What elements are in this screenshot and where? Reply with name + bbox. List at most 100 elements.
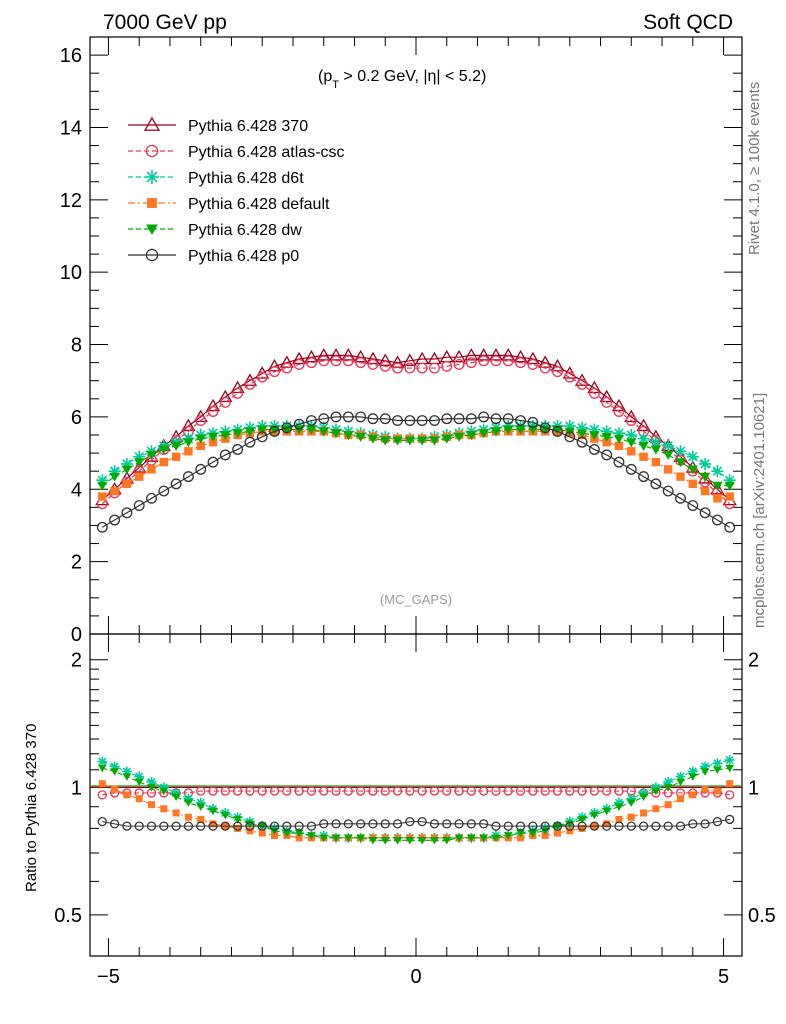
data-point xyxy=(343,431,354,441)
data-point xyxy=(183,438,194,448)
y-tick-label: 0 xyxy=(71,624,82,646)
data-point xyxy=(650,478,662,490)
data-point xyxy=(368,819,378,829)
data-point xyxy=(306,425,317,435)
ratio-series-pythia-6-428-default xyxy=(98,780,734,842)
data-point xyxy=(602,807,611,816)
data-point xyxy=(688,819,698,829)
data-point xyxy=(504,832,513,840)
data-point xyxy=(417,436,428,446)
data-point xyxy=(700,486,710,496)
data-point xyxy=(589,786,600,796)
analysis-label: (MC_GAPS) xyxy=(380,592,452,607)
data-point xyxy=(232,429,243,439)
data-point xyxy=(713,787,721,795)
data-point xyxy=(405,837,415,845)
data-point xyxy=(687,465,698,475)
data-point xyxy=(269,366,280,378)
data-point xyxy=(490,427,502,437)
data-point xyxy=(355,432,366,442)
data-point xyxy=(319,834,328,843)
data-point xyxy=(465,357,477,369)
data-point xyxy=(638,821,649,831)
data-point xyxy=(502,413,514,425)
data-point xyxy=(196,821,206,831)
data-point xyxy=(687,500,699,512)
data-point xyxy=(267,358,282,372)
data-point xyxy=(627,799,636,807)
data-point xyxy=(331,819,341,829)
cut-annotation: (pT > 0.2 GeV, |η| < 5.2) xyxy=(318,68,486,91)
data-point xyxy=(342,355,354,367)
data-point xyxy=(341,348,356,361)
data-point xyxy=(454,786,464,796)
x-tick-label: 0 xyxy=(410,966,421,988)
data-point xyxy=(639,793,648,802)
data-point xyxy=(725,814,735,825)
data-point xyxy=(404,436,415,446)
data-point xyxy=(305,415,317,426)
series-pythia-6-428-370 xyxy=(95,348,737,506)
data-point xyxy=(390,355,405,368)
data-point xyxy=(97,816,107,827)
data-point xyxy=(552,786,563,796)
data-point xyxy=(282,821,292,831)
series-pythia-6-428-p0 xyxy=(96,411,736,533)
data-point xyxy=(442,819,452,829)
data-point xyxy=(205,398,221,412)
data-point xyxy=(613,406,625,417)
data-point xyxy=(725,764,734,773)
data-point xyxy=(601,396,613,408)
header-process-label: Soft QCD xyxy=(643,11,733,34)
y-tick-label: 12 xyxy=(60,190,82,212)
header-beam-label: 7000 GeV pp xyxy=(103,11,227,34)
data-point xyxy=(453,432,465,442)
data-point xyxy=(109,472,120,482)
data-point xyxy=(380,819,390,829)
main-y-axis: 0 2 4 6 8 10 12 14 16 xyxy=(60,36,742,646)
data-point xyxy=(453,358,465,370)
data-point xyxy=(170,478,182,490)
data-point xyxy=(404,362,416,374)
data-point xyxy=(160,805,168,813)
main-series-group xyxy=(95,348,737,533)
legend-label: Pythia 6.428 default xyxy=(188,196,330,213)
data-point xyxy=(662,439,675,452)
data-point xyxy=(451,349,467,363)
data-point xyxy=(676,778,685,787)
series-line xyxy=(101,425,731,481)
data-point xyxy=(122,479,132,489)
data-point xyxy=(109,761,120,772)
data-point xyxy=(589,431,600,441)
data-point xyxy=(98,492,107,501)
data-point xyxy=(491,786,501,796)
data-point xyxy=(171,821,181,831)
data-point xyxy=(208,438,218,447)
data-point xyxy=(182,471,194,483)
data-point xyxy=(550,358,565,372)
data-point xyxy=(365,351,381,365)
data-point xyxy=(355,819,366,829)
data-point xyxy=(121,507,133,519)
data-point xyxy=(159,821,169,831)
data-point xyxy=(699,457,712,470)
data-point xyxy=(257,821,267,831)
data-point xyxy=(528,829,538,838)
data-point xyxy=(700,768,710,776)
data-point xyxy=(442,837,452,845)
data-point xyxy=(503,425,514,435)
data-point xyxy=(466,786,477,796)
ratio-y-tick-label-right: 1 xyxy=(748,777,759,799)
data-point xyxy=(232,821,243,831)
y-tick-label: 8 xyxy=(71,335,82,357)
data-point xyxy=(479,786,489,796)
data-point xyxy=(491,821,501,831)
data-point xyxy=(221,811,230,820)
data-point xyxy=(294,786,304,796)
data-point xyxy=(417,837,427,845)
data-point xyxy=(256,431,268,443)
ratio-line xyxy=(102,767,730,841)
legend-label: Pythia 6.428 d6t xyxy=(188,170,304,187)
legend-item: Pythia 6.428 370 xyxy=(128,116,308,135)
data-point xyxy=(725,790,735,800)
